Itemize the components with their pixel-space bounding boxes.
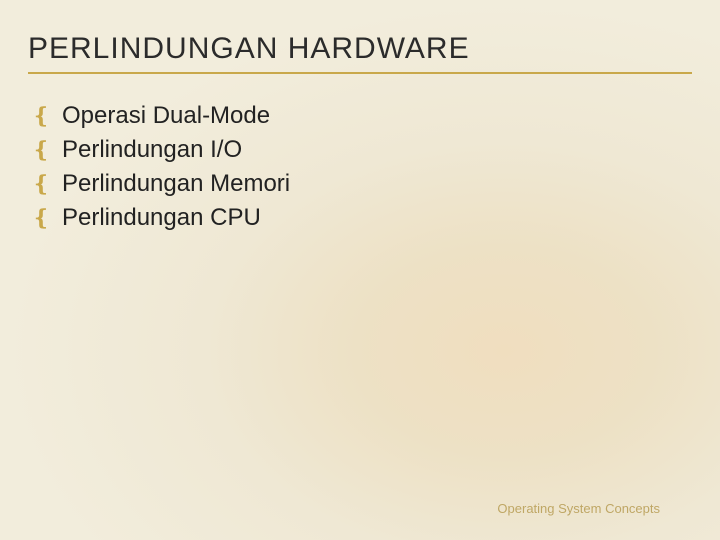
bullet-text: Perlindungan I/O <box>62 136 242 164</box>
bullet-icon: ❴ <box>32 139 56 161</box>
bullet-icon: ❴ <box>32 207 56 229</box>
list-item: ❴ Perlindungan I/O <box>32 136 692 164</box>
slide-title: PERLINDUNGAN HARDWARE <box>28 32 692 74</box>
bullet-text: Perlindungan CPU <box>62 204 261 232</box>
bullet-list: ❴ Operasi Dual-Mode ❴ Perlindungan I/O ❴… <box>28 102 692 232</box>
bullet-text: Operasi Dual-Mode <box>62 102 270 130</box>
bullet-text: Perlindungan Memori <box>62 170 290 198</box>
list-item: ❴ Perlindungan Memori <box>32 170 692 198</box>
bullet-icon: ❴ <box>32 105 56 127</box>
list-item: ❴ Operasi Dual-Mode <box>32 102 692 130</box>
bullet-icon: ❴ <box>32 173 56 195</box>
list-item: ❴ Perlindungan CPU <box>32 204 692 232</box>
footer-text: Operating System Concepts <box>497 501 660 516</box>
slide: PERLINDUNGAN HARDWARE ❴ Operasi Dual-Mod… <box>0 0 720 540</box>
